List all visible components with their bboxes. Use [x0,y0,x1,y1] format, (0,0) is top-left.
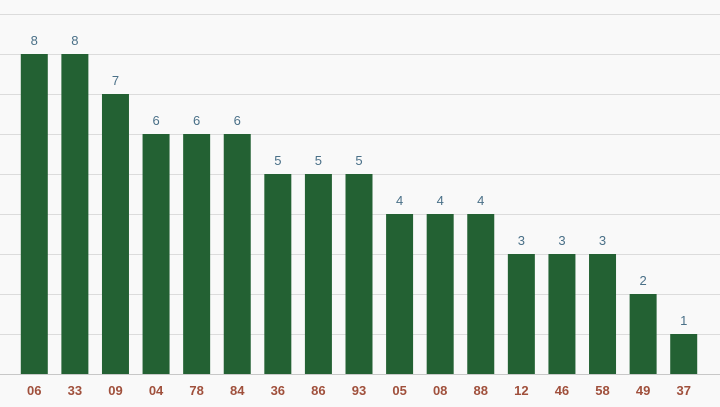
bar-09 [101,94,129,374]
value-label-88: 4 [477,193,484,208]
value-label-05: 4 [396,193,403,208]
value-label-37: 1 [680,313,687,328]
tick-label-58: 58 [595,383,609,398]
value-label-78: 6 [193,113,200,128]
value-label-46: 3 [558,233,565,248]
bar-33 [61,54,89,374]
tick-label-93: 93 [352,383,366,398]
tick-label-33: 33 [68,383,82,398]
x-axis-tick-labels: 06 33 09 04 78 84 36 86 93 05 08 88 12 46 58 49 37 [27,383,691,398]
tick-label-09: 09 [108,383,122,398]
value-label-06: 8 [31,33,38,48]
bar-08 [426,214,454,374]
tick-label-78: 78 [189,383,203,398]
tick-label-49: 49 [636,383,650,398]
value-label-12: 3 [518,233,525,248]
tick-label-46: 46 [555,383,569,398]
bar-46 [548,254,576,374]
bar-37 [670,334,698,374]
value-label-86: 5 [315,153,322,168]
value-label-04: 6 [152,113,159,128]
tick-label-37: 37 [676,383,690,398]
value-label-33: 8 [71,33,78,48]
tick-label-36: 36 [271,383,285,398]
tick-label-84: 84 [230,383,245,398]
bar-05 [386,214,414,374]
value-label-49: 2 [640,273,647,288]
bar-84 [223,134,251,374]
bar-12 [507,254,535,374]
tick-label-88: 88 [474,383,488,398]
bar-49 [629,294,657,374]
bar-04 [142,134,170,374]
value-label-36: 5 [274,153,281,168]
bars [20,54,698,374]
value-label-08: 4 [437,193,444,208]
bar-06 [20,54,48,374]
tick-label-06: 06 [27,383,41,398]
bar-36 [264,174,292,374]
tick-label-86: 86 [311,383,325,398]
tick-label-05: 05 [392,383,406,398]
value-label-09: 7 [112,73,119,88]
bar-93 [345,174,373,374]
tick-label-04: 04 [149,383,164,398]
bar-86 [304,174,332,374]
tick-label-12: 12 [514,383,528,398]
bar-88 [467,214,495,374]
value-labels: 8 8 7 6 6 6 5 5 5 4 4 4 3 3 3 2 1 [31,33,688,328]
bar-78 [183,134,211,374]
value-label-58: 3 [599,233,606,248]
value-label-84: 6 [234,113,241,128]
bar-58 [589,254,617,374]
value-label-93: 5 [355,153,362,168]
tick-label-08: 08 [433,383,447,398]
